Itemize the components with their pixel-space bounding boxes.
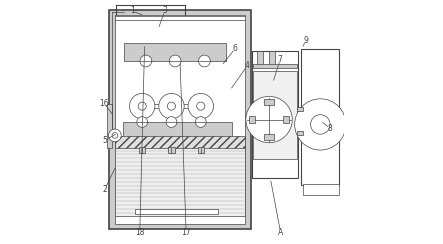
Bar [109, 10, 251, 229]
Circle shape [169, 55, 181, 67]
Circle shape [188, 93, 214, 119]
Circle shape [246, 96, 292, 143]
Bar [252, 51, 298, 178]
Text: 7: 7 [278, 55, 283, 64]
Bar [297, 131, 303, 135]
Circle shape [129, 93, 155, 119]
Text: A: A [278, 228, 283, 237]
Circle shape [195, 117, 206, 127]
Text: 5: 5 [102, 136, 107, 145]
Circle shape [167, 102, 175, 110]
Bar [253, 64, 297, 68]
Circle shape [311, 115, 330, 134]
Text: 9: 9 [303, 36, 308, 45]
Bar [139, 147, 145, 153]
Bar [198, 147, 204, 153]
Circle shape [138, 102, 146, 110]
Bar [283, 116, 289, 123]
Text: 1: 1 [130, 7, 135, 15]
Circle shape [137, 117, 148, 127]
Bar [303, 184, 338, 195]
Circle shape [197, 102, 205, 110]
Bar [269, 51, 275, 65]
Bar [297, 107, 303, 111]
Bar [264, 99, 275, 105]
Circle shape [198, 55, 210, 67]
Circle shape [159, 93, 184, 119]
Text: 3: 3 [163, 7, 167, 15]
Circle shape [140, 55, 152, 67]
Bar [168, 147, 175, 153]
Circle shape [109, 129, 121, 142]
Circle shape [295, 99, 346, 150]
Bar [301, 49, 338, 185]
Bar [249, 116, 255, 123]
Bar [115, 15, 245, 224]
Text: 18: 18 [135, 228, 144, 237]
Bar [115, 136, 245, 148]
Bar [124, 43, 226, 61]
Text: 4: 4 [245, 61, 249, 70]
Bar [264, 134, 275, 140]
Bar [115, 147, 245, 216]
Text: 16: 16 [100, 99, 109, 108]
Text: 17: 17 [181, 228, 191, 237]
Text: 8: 8 [328, 124, 332, 132]
Bar [123, 122, 233, 137]
Circle shape [112, 132, 118, 138]
Bar [257, 51, 263, 65]
Bar [253, 71, 297, 159]
Bar [107, 104, 112, 148]
Bar [135, 209, 218, 214]
Circle shape [166, 117, 177, 127]
Text: 6: 6 [233, 44, 237, 53]
Text: 2: 2 [102, 185, 107, 193]
